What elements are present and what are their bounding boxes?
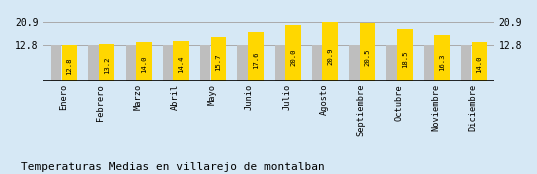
Bar <box>62 45 77 81</box>
Text: 16.3: 16.3 <box>439 53 445 71</box>
Text: 20.0: 20.0 <box>290 49 296 66</box>
Bar <box>312 45 322 81</box>
Bar <box>237 45 248 81</box>
Bar <box>200 45 211 81</box>
Text: 14.4: 14.4 <box>178 55 184 73</box>
Bar <box>349 45 360 81</box>
Bar <box>163 45 173 81</box>
Bar <box>173 41 189 81</box>
Bar <box>99 44 114 81</box>
Text: 13.2: 13.2 <box>104 57 110 74</box>
Bar <box>424 45 434 81</box>
Text: Temperaturas Medias en villarejo de montalban: Temperaturas Medias en villarejo de mont… <box>21 162 325 172</box>
Text: 17.6: 17.6 <box>253 52 259 69</box>
Bar <box>434 35 450 81</box>
Bar <box>274 45 285 81</box>
Text: 20.9: 20.9 <box>327 48 333 65</box>
Bar <box>51 45 61 81</box>
Bar <box>397 29 412 81</box>
Bar <box>211 37 226 81</box>
Text: 18.5: 18.5 <box>402 50 408 68</box>
Bar <box>471 42 487 81</box>
Bar <box>248 32 264 81</box>
Text: 20.5: 20.5 <box>365 48 371 66</box>
Bar <box>285 25 301 81</box>
Text: 14.0: 14.0 <box>141 56 147 73</box>
Bar <box>322 22 338 81</box>
Text: 15.7: 15.7 <box>215 54 221 71</box>
Bar <box>126 45 136 81</box>
Text: 14.0: 14.0 <box>476 56 482 73</box>
Bar <box>387 45 397 81</box>
Bar <box>136 42 152 81</box>
Text: 12.8: 12.8 <box>67 57 72 75</box>
Bar <box>88 45 99 81</box>
Bar <box>360 23 375 81</box>
Bar <box>461 45 471 81</box>
